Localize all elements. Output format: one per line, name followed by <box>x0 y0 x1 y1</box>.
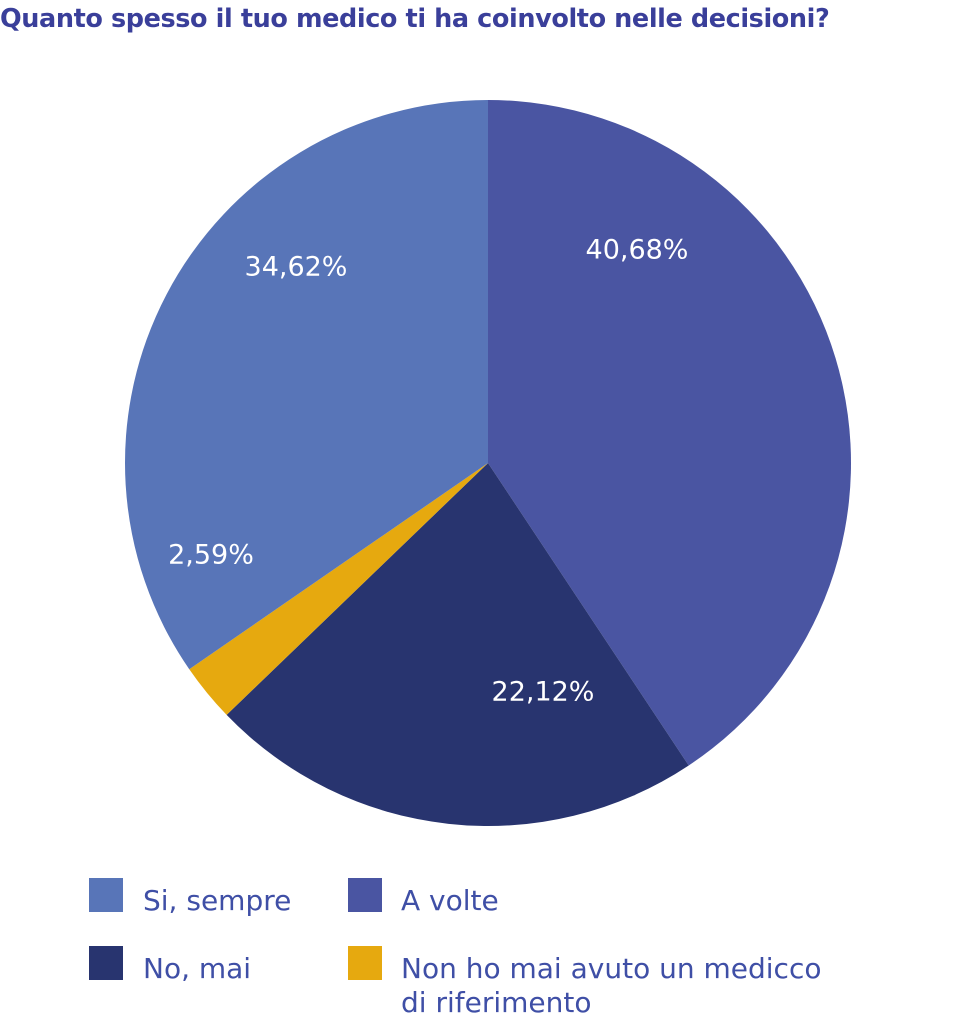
legend-swatch-si-sempre <box>89 878 123 912</box>
pie-slice-2 <box>189 463 489 715</box>
pie-slice-label-0: 40,68% <box>586 235 689 266</box>
pie-slice-label-1: 22,12% <box>492 677 595 708</box>
legend-swatch-a-volte <box>348 878 382 912</box>
legend-label-nessun-medico: Non ho mai avuto un medicco di riferimen… <box>401 952 821 1020</box>
pie-slice-label-3: 34,62% <box>245 252 348 283</box>
pie-chart: 40,68% 22,12% 2,59% 34,62% <box>124 100 852 826</box>
legend-label-a-volte: A volte <box>401 884 499 917</box>
legend-label-si-sempre: Si, sempre <box>143 884 292 917</box>
pie-slice-1 <box>226 463 689 826</box>
pie-slice-0 <box>488 100 852 766</box>
chart-title: Quanto spesso il tuo medico ti ha coinvo… <box>0 4 830 34</box>
legend-label-nessun-medico-line2: di riferimento <box>401 986 592 1019</box>
pie-slice-3 <box>124 100 488 670</box>
legend-label-nessun-medico-line1: Non ho mai avuto un medicco <box>401 952 822 985</box>
legend-swatch-no-mai <box>89 946 123 980</box>
legend-swatch-nessun-medico <box>348 946 382 980</box>
legend-label-no-mai: No, mai <box>143 952 252 985</box>
pie-slice-label-2: 2,59% <box>168 540 254 571</box>
